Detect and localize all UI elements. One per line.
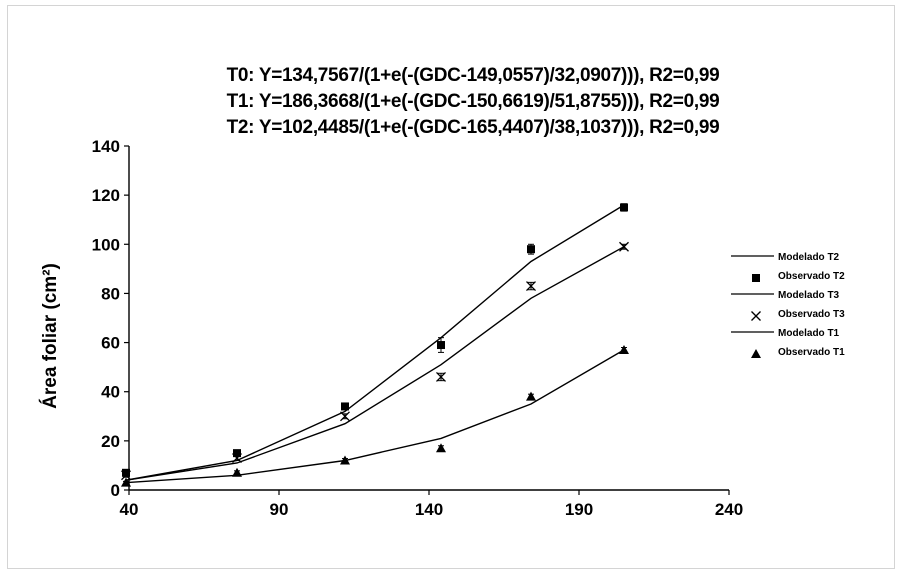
data-point-triangle [232, 467, 242, 477]
y-tick-label: 120 [92, 186, 120, 205]
legend-label: Observado T3 [778, 309, 845, 320]
legend-marker-x-stroke [751, 311, 761, 321]
data-point-x [232, 453, 242, 464]
data-point-x-stroke [340, 411, 350, 422]
data-point-x-stroke [232, 453, 242, 464]
series-line [125, 246, 625, 481]
x-tick-label: 240 [715, 500, 743, 519]
legend-marker-triangle [751, 349, 761, 358]
data-point-triangle [340, 455, 350, 465]
series-2 [125, 246, 625, 481]
y-tick-label: 140 [92, 137, 120, 156]
data-point-triangle [619, 344, 629, 354]
series-1 [122, 203, 628, 477]
legend-label: Observado T2 [778, 271, 845, 282]
chart-title-line-3: T2: Y=102,4485/(1+e(-(GDC-165,4407)/38,1… [227, 117, 720, 138]
legend: Modelado T2 Observado T2 Modelado T3 Observ… [731, 252, 845, 358]
legend-item-3: Observado T3 [751, 309, 845, 321]
plot-area [121, 203, 629, 487]
legend-label: Modelado T3 [778, 290, 840, 301]
legend-label: Modelado T1 [778, 328, 840, 339]
x-tick-label: 190 [565, 500, 593, 519]
legend-item-4: Modelado T1 [731, 328, 840, 339]
data-point-square [233, 449, 241, 458]
x-tick-label: 90 [270, 500, 289, 519]
x-tick-label: 140 [415, 500, 443, 519]
chart-title-line-1: T0: Y=134,7567/(1+e(-(GDC-149,0557)/32,0… [227, 65, 720, 86]
chart-title-line-2: T1: Y=186,3668/(1+e(-(GDC-150,6619)/51,8… [227, 91, 720, 112]
chart: T0: Y=134,7567/(1+e(-(GDC-149,0557)/32,0… [39, 65, 845, 519]
axes: 0 20 40 60 80 100 120 140 40 90 140 190 240 [92, 137, 744, 519]
data-point-x [436, 372, 446, 382]
series-0 [125, 204, 625, 481]
y-axis-title: Área foliar (cm²) [39, 263, 61, 409]
data-point-square [620, 203, 628, 212]
legend-item-0: Modelado T2 [731, 252, 840, 263]
legend-item-5: Observado T1 [751, 347, 845, 358]
data-point-triangle [436, 443, 446, 453]
data-point-x [121, 470, 131, 481]
y-tick-label: 100 [92, 235, 120, 254]
series-line [125, 204, 625, 481]
y-tick-label: 0 [111, 481, 120, 500]
figure-frame: T0: Y=134,7567/(1+e(-(GDC-149,0557)/32,0… [7, 5, 895, 569]
y-tick-label: 80 [101, 284, 120, 303]
legend-marker-x [751, 311, 761, 321]
legend-marker-square [752, 274, 760, 282]
series-5 [121, 344, 629, 487]
series-3 [121, 241, 629, 481]
y-tick-label: 40 [101, 383, 120, 402]
data-point-x-stroke [526, 281, 536, 292]
legend-item-1: Observado T2 [752, 271, 845, 282]
y-tick-label: 60 [101, 334, 120, 353]
series-line [125, 349, 625, 484]
series-4 [125, 349, 625, 484]
data-point-triangle [526, 391, 536, 401]
data-point-x-stroke [121, 470, 131, 481]
data-point-square [341, 402, 349, 411]
data-point-square [437, 341, 445, 350]
x-tick-label: 40 [120, 500, 139, 519]
y-tick-label: 20 [101, 432, 120, 451]
data-point-triangle [121, 477, 131, 487]
data-point-x [340, 411, 350, 422]
legend-label: Modelado T2 [778, 252, 840, 263]
legend-label: Observado T1 [778, 347, 845, 358]
data-point-x-stroke [436, 372, 446, 382]
data-point-x-stroke [619, 241, 629, 252]
data-point-x [619, 241, 629, 252]
data-point-x [526, 281, 536, 292]
legend-item-2: Modelado T3 [731, 290, 840, 301]
data-point-square [527, 245, 535, 254]
